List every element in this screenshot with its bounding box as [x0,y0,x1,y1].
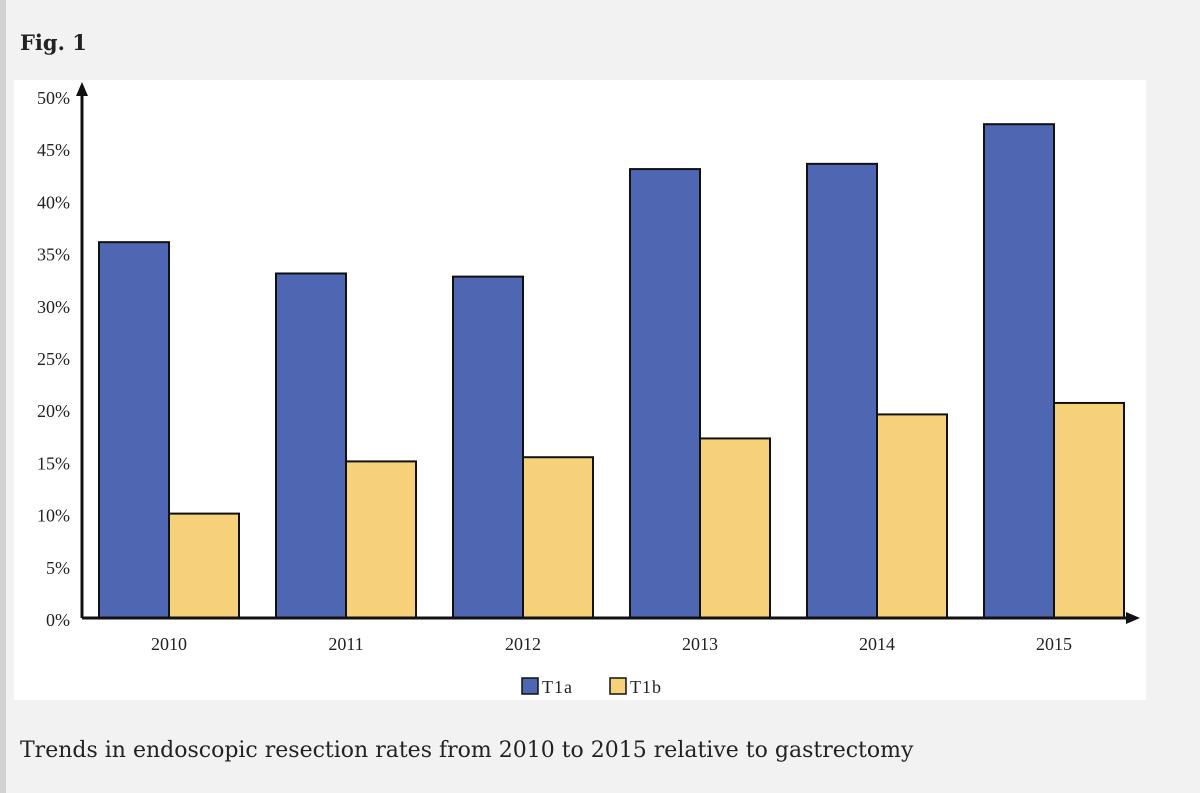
y-tick-label: 35% [37,245,70,265]
y-tick-label: 15% [37,453,70,473]
bar-t1b-2015 [1053,401,1125,619]
figure-caption: Trends in endoscopic resection rates fro… [20,738,914,763]
y-tick-label: 20% [37,401,70,421]
legend-swatch-t1b [609,677,627,695]
y-tick-label: 30% [37,297,70,317]
x-tick-label: 2012 [505,634,541,654]
legend-swatch-t1a [521,677,539,695]
x-tick-label: 2015 [1036,634,1072,654]
bar-t1a-2010 [98,241,170,619]
legend-label-t1a: T1a [542,677,573,697]
left-border-rule [0,0,6,793]
legend-label-t1b: T1b [630,677,662,697]
bar-t1b-2012 [522,456,594,619]
bar-t1a-2015 [983,123,1055,620]
bar-t1b-2014 [876,413,948,620]
chart-panel: 0% 5% 10% 15% 20% 25% 30% 35% 40% 45% 50% 2010 2011 2… [14,80,1146,700]
bar-t1b-2010 [168,512,240,620]
y-tick-label: 45% [37,140,70,160]
bar-t1b-2013 [699,437,771,619]
x-tick-label: 2011 [328,634,363,654]
x-tick-label: 2013 [682,634,718,654]
bar-chart: 0% 5% 10% 15% 20% 25% 30% 35% 40% 45% 50% 2010 2011 2… [37,82,1140,697]
y-tick-label: 10% [37,506,70,526]
y-tick-label: 0% [46,610,70,630]
y-tick-label: 50% [37,88,70,108]
figure-label: Fig. 1 [20,30,87,55]
bar-t1b-2011 [345,460,417,619]
x-tick-label: 2014 [859,634,895,654]
y-tick-label: 40% [37,192,70,212]
y-axis-arrow [76,82,88,96]
bar-t1a-2012 [452,275,524,619]
bar-t1a-2013 [629,168,701,620]
bar-t1a-2011 [275,272,347,619]
x-axis-arrow [1126,612,1140,624]
x-tick-label: 2010 [151,634,187,654]
bar-t1a-2014 [806,162,878,620]
y-tick-label: 25% [37,349,70,369]
y-tick-label: 5% [46,558,70,578]
